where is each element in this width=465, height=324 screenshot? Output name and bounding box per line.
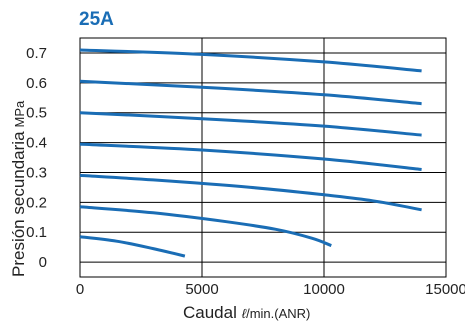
x-axis-label: Caudal ℓ/min.(ANR) xyxy=(183,303,310,322)
x-axis-unit-symbol: ℓ xyxy=(242,306,247,321)
pressure-curve-2 xyxy=(79,79,422,106)
y-tick-label: 0.5 xyxy=(26,105,47,122)
y-tick-label: 0.7 xyxy=(26,45,47,62)
grid xyxy=(79,37,447,278)
y-tick-label: 0.3 xyxy=(26,164,47,181)
y-axis-unit: MPa xyxy=(12,100,27,128)
curves xyxy=(79,48,422,258)
x-axis-unit: /min.(ANR) xyxy=(246,306,310,321)
y-axis-label-text: Presión secundaria xyxy=(9,131,28,277)
x-tick-label: 0 xyxy=(76,281,84,298)
pressure-curve-1 xyxy=(79,48,422,73)
y-tick-label: 0.1 xyxy=(26,224,47,241)
x-axis-label-text: Caudal xyxy=(183,303,237,322)
pressure-curve-6 xyxy=(79,205,332,248)
x-tick-label: 15000 xyxy=(425,281,465,298)
y-tick-label: 0 xyxy=(39,254,47,271)
x-tick-label: 5000 xyxy=(185,281,218,298)
x-tick-label: 10000 xyxy=(303,281,345,298)
chart-title: 25A xyxy=(79,9,114,30)
pressure-curve-4 xyxy=(79,142,422,171)
y-tick-label: 0.2 xyxy=(26,194,47,211)
pressure-curve-3 xyxy=(79,111,422,137)
y-tick-label: 0.6 xyxy=(26,75,47,92)
pressure-curve-7 xyxy=(79,235,186,258)
pressure-curve-5 xyxy=(79,173,422,212)
y-tick-label: 0.4 xyxy=(26,135,47,152)
plot-frame xyxy=(79,37,447,278)
x-tick-labels: 0 5000 10000 15000 xyxy=(76,281,465,298)
y-axis-label: Presión secundaria MPa xyxy=(9,100,28,277)
y-tick-labels: 0 0.1 0.2 0.3 0.4 0.5 0.6 0.7 xyxy=(26,45,47,271)
